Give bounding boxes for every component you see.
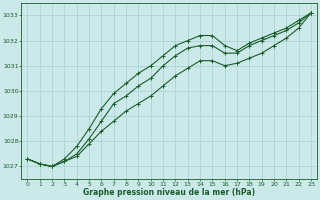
X-axis label: Graphe pression niveau de la mer (hPa): Graphe pression niveau de la mer (hPa) xyxy=(83,188,255,197)
